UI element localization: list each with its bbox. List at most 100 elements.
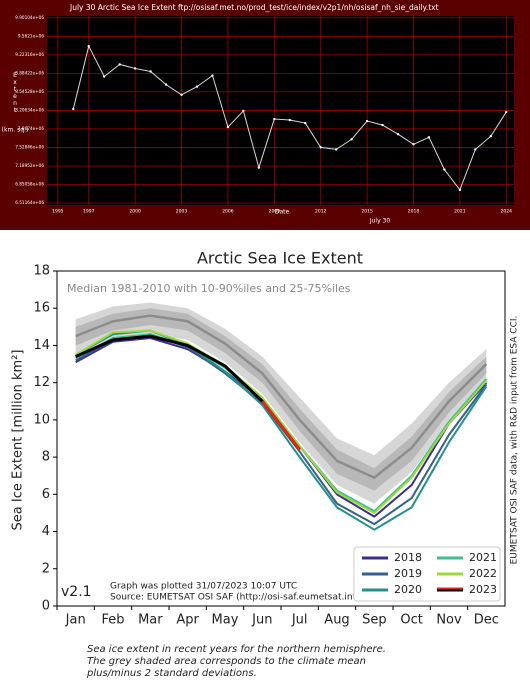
y-tick-label: 10 — [33, 412, 50, 427]
legend-label: 2022 — [469, 567, 497, 580]
side-note: EUMETSAT OSI SAF data, with R&D input fr… — [510, 316, 520, 565]
data-point — [288, 118, 291, 122]
data-point — [211, 74, 214, 77]
data-point — [72, 107, 75, 111]
x-tick-label: 1995 — [52, 209, 64, 215]
x-tick-label: 2003 — [176, 209, 188, 215]
y-tick-label: 7.18952e+06 — [15, 163, 44, 168]
x-tick-label: 2000 — [129, 209, 141, 215]
series-line — [75, 329, 488, 514]
data-point — [195, 85, 199, 88]
x-tick-label: 2012 — [315, 209, 327, 215]
y-tick-label: 6.51164e+06 — [15, 200, 44, 205]
x-tick-label: 2024 — [501, 209, 513, 215]
y-tick-label: 8 — [42, 450, 50, 465]
y-tick-label: 14 — [33, 338, 50, 353]
data-point — [412, 143, 415, 146]
data-point — [164, 83, 168, 86]
data-point — [443, 168, 446, 171]
x-tick-label: Oct — [400, 613, 422, 628]
bottom-subtitle: Median 1981-2010 with 10-90%iles and 25-… — [67, 282, 351, 295]
caption-line: Sea ice extent in recent years for the n… — [87, 644, 386, 655]
note-line: Source: EUMETSAT OSI SAF (http://osi-saf… — [110, 593, 360, 603]
x-tick-label: May — [212, 613, 239, 628]
y-tick-label: 18 — [33, 264, 50, 279]
top-title: July 30 Arctic Sea Ice Extent ftp://osis… — [69, 3, 439, 12]
y-tick-label: 4 — [42, 524, 50, 539]
x-tick-label: Nov — [436, 613, 462, 628]
y-tick-label: 9.90104e+06 — [15, 15, 44, 20]
y-tick-label: 0 — [42, 599, 50, 614]
median-line — [75, 314, 488, 479]
x-tick-label: 2009 — [269, 209, 281, 215]
y-tick-label: 8.88422e+06 — [15, 70, 44, 75]
data-point — [257, 166, 261, 169]
x-tick-label: Jul — [291, 613, 308, 628]
y-tick-label: 12 — [33, 375, 50, 390]
bottom-y-label: Sea Ice Extent [million km²] — [11, 350, 26, 531]
x-tick-label: Jun — [251, 613, 272, 628]
x-tick-label: Jan — [65, 613, 86, 628]
legend-label: 2023 — [469, 583, 497, 596]
legend-label: 2021 — [469, 551, 497, 564]
x-tick-label: 2018 — [408, 209, 420, 215]
data-point — [505, 110, 508, 114]
y-tick-label: 6.85058e+06 — [15, 181, 44, 186]
data-point — [273, 117, 276, 121]
x-tick-label: 1997 — [83, 209, 95, 215]
data-point — [319, 146, 322, 149]
data-point — [396, 133, 400, 136]
y-tick-label: 7.52846e+06 — [15, 144, 44, 149]
y-tick-label: 8.54528e+06 — [15, 89, 44, 94]
legend-label: 2019 — [394, 567, 422, 580]
y-tick-label: 16 — [33, 301, 50, 316]
series-line — [75, 334, 301, 451]
data-point — [489, 135, 493, 138]
x-tick-label: 2021 — [454, 209, 466, 215]
y-tick-label: 9.22316e+06 — [15, 52, 44, 57]
caption-line: plus/minus 2 standard deviations. — [86, 668, 257, 679]
data-point — [149, 70, 152, 73]
y-tick-label: 2 — [42, 561, 50, 576]
x-tick-label: 2015 — [361, 209, 373, 215]
x-tick-label: Apr — [176, 613, 199, 628]
data-point — [226, 125, 230, 129]
y-tick-label: 9.5621e+06 — [18, 33, 44, 38]
data-point — [103, 75, 106, 78]
recent-line — [261, 400, 301, 451]
top-x-label: Date — [275, 209, 290, 216]
data-point — [427, 136, 431, 139]
top-y-label: Extent — [12, 72, 19, 114]
x-tick-label: Aug — [324, 613, 349, 628]
data-point — [365, 119, 369, 123]
data-point — [133, 67, 137, 70]
data-point — [304, 121, 307, 125]
x-tick-label: Feb — [101, 613, 124, 628]
band-25-75 — [75, 308, 487, 491]
bottom-title: Arctic Sea Ice Extent — [197, 249, 363, 268]
data-point — [242, 109, 245, 113]
data-point — [118, 63, 121, 66]
data-point — [180, 93, 183, 96]
top-y-unit: (km. sq.) — [2, 127, 29, 134]
x-tick-label: Dec — [474, 613, 499, 628]
caption-line: The grey shaded area corresponds to the … — [87, 656, 366, 667]
legend-label: 2018 — [394, 551, 422, 564]
note-line: Graph was plotted 31/07/2023 10:07 UTC — [110, 582, 297, 592]
data-point — [381, 123, 384, 127]
x-tick-label: 2006 — [222, 209, 234, 215]
top-x-sub: July 30 — [369, 218, 391, 225]
legend-box — [353, 546, 501, 602]
x-tick-label: Sep — [362, 613, 387, 628]
x-tick-label: Mar — [138, 613, 163, 628]
data-point — [334, 148, 338, 151]
y-tick-label: 8.20634e+06 — [15, 107, 44, 112]
data-point — [474, 148, 477, 151]
data-point — [87, 45, 90, 48]
y-tick-label: 7.8674e+06 — [18, 126, 44, 131]
version: v2.1 — [61, 584, 92, 600]
data-point — [350, 138, 353, 141]
y-tick-label: 6 — [42, 487, 50, 502]
legend-label: 2020 — [394, 583, 422, 596]
